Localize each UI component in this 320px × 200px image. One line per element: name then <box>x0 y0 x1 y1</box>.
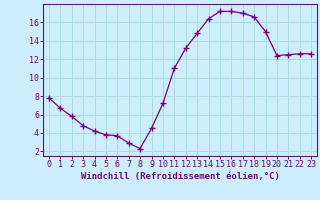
X-axis label: Windchill (Refroidissement éolien,°C): Windchill (Refroidissement éolien,°C) <box>81 172 279 181</box>
